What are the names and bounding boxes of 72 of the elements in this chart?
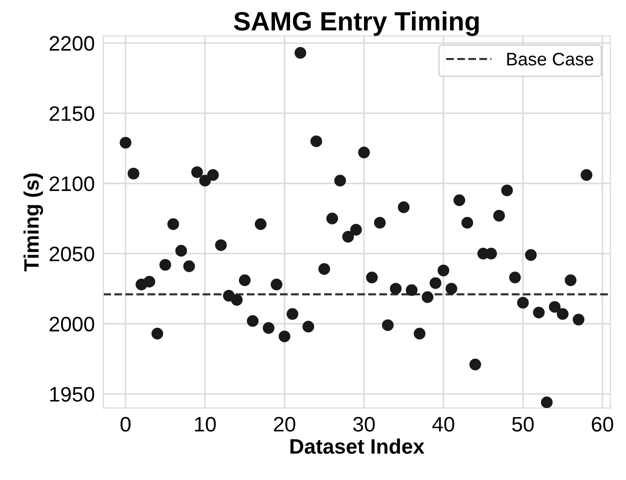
point [406,284,418,296]
point [238,274,251,286]
point [461,216,474,229]
point [120,136,132,149]
y-tick-label: 2050 [50,246,94,262]
x-tick-label: 20 [274,416,296,432]
point [286,308,298,320]
point [414,328,426,340]
point [564,274,576,286]
point [366,272,378,284]
point [183,260,195,272]
legend-label: Base Case [507,52,594,66]
point [446,282,458,295]
point [310,135,322,148]
point [144,276,156,288]
y-tick-label: 2200 [50,36,94,51]
point [438,264,450,276]
point [191,166,203,178]
point [501,184,513,196]
point [270,278,282,290]
point [509,272,521,284]
point [525,249,537,261]
x-axis-title: Dataset Index [290,438,424,454]
point [532,306,545,318]
point [493,210,505,222]
point [254,218,266,230]
y-axis-title: Timing (s) [24,173,44,272]
x-tick-label: 10 [195,416,216,432]
y-tick-label: 2000 [50,316,94,332]
point [469,358,482,370]
point [556,308,569,320]
point [326,212,338,224]
point [302,320,314,332]
point [422,291,434,303]
point [358,146,370,158]
point [540,396,553,408]
point [230,294,243,306]
point [246,315,259,327]
point [334,174,346,186]
point [278,330,290,342]
point [318,263,330,275]
point [548,301,561,313]
point [128,168,140,180]
y-tick-label: 2100 [50,176,94,192]
point [382,319,394,332]
point [167,218,180,230]
point [175,244,188,257]
y-tick-label: 2150 [50,106,94,121]
point [572,314,584,326]
point [390,282,402,295]
point [517,296,529,309]
point [151,328,164,340]
x-tick-label: 0 [120,416,131,432]
point [159,258,172,271]
x-tick-label: 60 [592,416,614,432]
x-tick-label: 40 [432,416,454,432]
point [342,230,354,243]
point [294,47,306,59]
point [430,277,442,289]
x-tick-label: 30 [353,416,375,432]
point [454,194,466,206]
point [207,169,219,181]
point [580,169,592,181]
point [215,239,227,252]
point [262,322,274,334]
point [374,216,386,229]
point [199,174,211,186]
point [350,224,362,236]
chart-title: SAMG Entry Timing [234,11,479,36]
point [398,201,410,214]
x-tick-label: 50 [512,416,534,432]
y-tick-label: 1950 [50,386,94,402]
